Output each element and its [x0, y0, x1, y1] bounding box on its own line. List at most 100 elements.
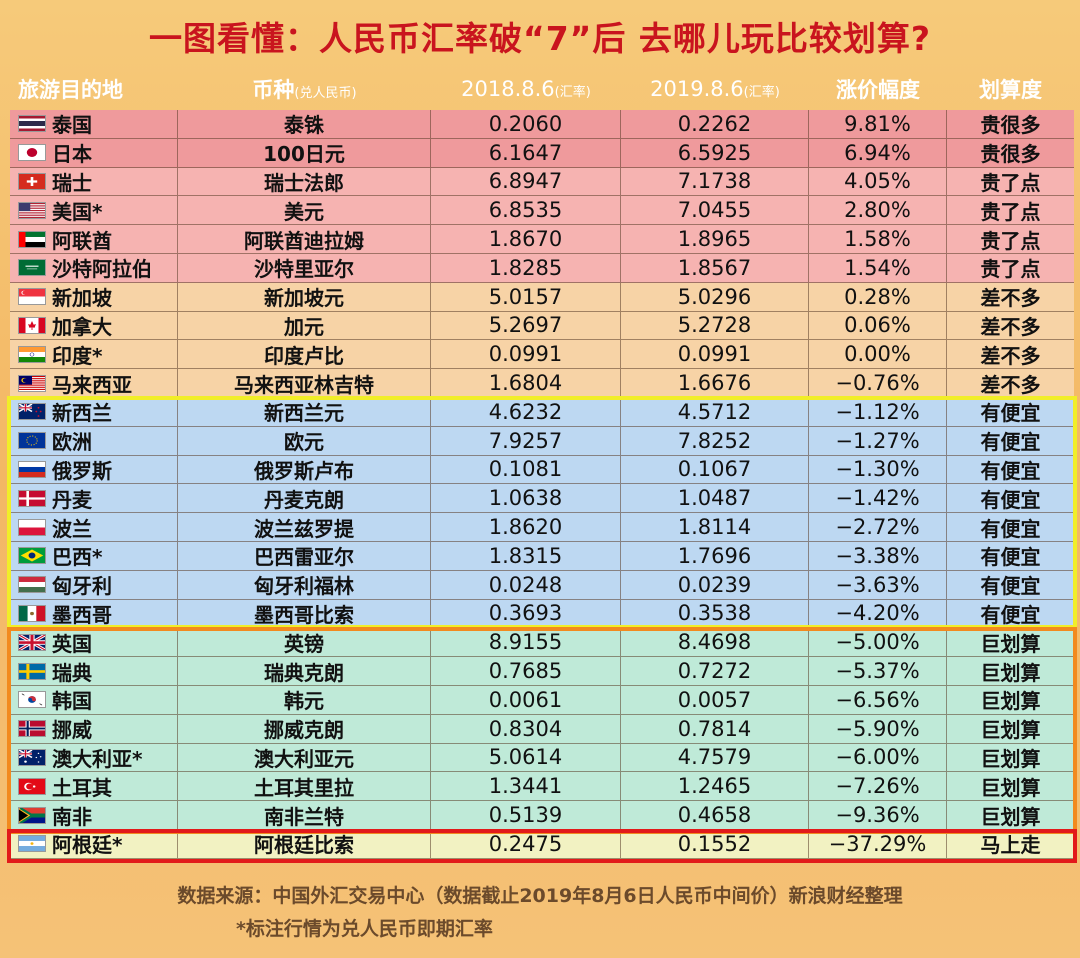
currency-cell: 南非兰特: [178, 801, 431, 829]
russia-flag-icon: [18, 460, 46, 478]
destination-cell: 瑞典: [10, 657, 178, 685]
destination-cell: 沙特阿拉伯: [10, 253, 178, 282]
country-name: 新加坡: [52, 286, 112, 311]
sweden-flag-icon: [18, 662, 46, 680]
saudi-flag-icon: [18, 259, 46, 277]
rate-2019-cell: 6.5925: [621, 138, 809, 167]
rate-2019-cell: 5.2728: [621, 311, 809, 340]
rate-2018-cell: 6.8535: [431, 196, 621, 225]
value-rating-cell: 贵了点: [980, 199, 1041, 224]
currency-cell: 英镑: [178, 628, 431, 657]
page-title: 一图看懂：人民币汇率破“7”后 去哪儿玩比较划算?: [149, 19, 931, 58]
value-rating-cell: 巨划算: [980, 746, 1041, 771]
value-rating-cell: 巨划算: [980, 689, 1041, 714]
destination-cell: 新加坡: [10, 282, 178, 311]
change-cell: −2.72%: [809, 513, 947, 541]
destination-cell: 南非: [10, 801, 178, 829]
change-cell: 1.54%: [809, 253, 947, 282]
currency-cell: 100日元: [178, 138, 431, 167]
rate-2018-cell: 5.0614: [431, 743, 621, 772]
change-cell: 0.28%: [809, 282, 947, 311]
change-cell: −3.63%: [809, 570, 947, 599]
hungary-flag-icon: [18, 576, 46, 594]
rate-2018-cell: 0.2060: [431, 110, 621, 138]
country-name: 沙特阿拉伯: [52, 257, 152, 282]
rate-2019-cell: 5.0296: [621, 282, 809, 311]
rate-2018-cell: 0.0061: [431, 685, 621, 714]
change-cell: 4.05%: [809, 167, 947, 196]
rate-2019-cell: 0.2262: [621, 110, 809, 138]
rate-2019-cell: 1.0487: [621, 484, 809, 513]
change-cell: −5.90%: [809, 714, 947, 743]
value-rating-cell: 有便宜: [980, 545, 1041, 570]
country-name: 韩国: [52, 689, 92, 714]
rate-2019-cell: 1.7696: [621, 541, 809, 570]
rate-2019-cell: 7.1738: [621, 167, 809, 196]
destination-cell: 新西兰: [10, 397, 178, 426]
destination-cell: 匈牙利: [10, 570, 178, 599]
rate-2019-cell: 1.6676: [621, 369, 809, 397]
rate-2019-cell: 4.7579: [621, 743, 809, 772]
value-rating-cell: 差不多: [980, 314, 1041, 339]
country-name: 马来西亚: [52, 372, 132, 397]
country-name: 墨西哥: [52, 602, 112, 627]
rate-2019-cell: 1.8567: [621, 253, 809, 282]
currency-cell: 欧元: [178, 426, 431, 455]
table-row: 日本 100日元 6.1647 6.5925 6.94% 贵很多: [10, 138, 1074, 168]
country-name: 加拿大: [52, 314, 112, 339]
eu-flag-icon: [18, 432, 46, 450]
value-rating-cell: 贵了点: [980, 171, 1041, 195]
argentina-flag-icon: [18, 835, 46, 853]
value-rating-cell: 贵很多: [980, 142, 1041, 167]
korea-flag-icon: [18, 691, 46, 709]
destination-cell: 马来西亚: [10, 369, 178, 397]
table-row: 巴西* 巴西雷亚尔 1.8315 1.7696 −3.38% 有便宜: [10, 541, 1074, 571]
table-row: 欧洲 欧元 7.9257 7.8252 −1.27% 有便宜: [10, 426, 1074, 456]
header-value: 划算度: [979, 78, 1042, 102]
table-row: 阿根廷* 阿根廷比索 0.2475 0.1552 −37.29% 马上走: [10, 829, 1074, 859]
rate-2019-cell: 0.7272: [621, 657, 809, 685]
change-cell: −6.00%: [809, 743, 947, 772]
destination-cell: 澳大利亚*: [10, 743, 178, 772]
rate-2018-cell: 1.8315: [431, 541, 621, 570]
table-row: 澳大利亚* 澳大利亚元 5.0614 4.7579 −6.00% 巨划算: [10, 743, 1074, 773]
rate-2019-cell: 0.7814: [621, 714, 809, 743]
change-cell: −1.27%: [809, 426, 947, 455]
rate-2019-cell: 0.1552: [621, 829, 809, 858]
australia-flag-icon: [18, 748, 46, 766]
rate-2018-cell: 0.7685: [431, 657, 621, 685]
change-cell: 2.80%: [809, 196, 947, 225]
value-rating-cell: 贵很多: [980, 113, 1041, 138]
currency-cell: 新加坡元: [178, 282, 431, 311]
destination-cell: 瑞士: [10, 167, 178, 196]
data-source-note: 数据来源：中国外汇交易中心（数据截止2019年8月6日人民币中间价）新浪财经整理: [177, 885, 903, 907]
rate-2018-cell: 0.5139: [431, 801, 621, 829]
change-cell: −4.20%: [809, 599, 947, 628]
country-name: 印度*: [52, 343, 103, 368]
singapore-flag-icon: [18, 288, 46, 306]
country-name: 挪威: [52, 718, 92, 743]
destination-cell: 泰国: [10, 110, 178, 138]
table-row: 南非 南非兰特 0.5139 0.4658 −9.36% 巨划算: [10, 801, 1074, 830]
header-destination: 旅游目的地: [18, 78, 123, 102]
change-cell: −7.26%: [809, 772, 947, 801]
switzerland-flag-icon: [18, 172, 46, 190]
currency-cell: 丹麦克朗: [178, 484, 431, 513]
table-row: 韩国 韩元 0.0061 0.0057 −6.56% 巨划算: [10, 685, 1074, 715]
rate-2018-cell: 7.9257: [431, 426, 621, 455]
header-date-2019-note: (汇率): [743, 85, 780, 100]
japan-flag-icon: [18, 144, 46, 162]
table-row: 波兰 波兰兹罗提 1.8620 1.8114 −2.72% 有便宜: [10, 513, 1074, 542]
value-rating-cell: 巨划算: [980, 660, 1041, 685]
change-cell: −3.38%: [809, 541, 947, 570]
change-cell: 0.00%: [809, 340, 947, 369]
newzealand-flag-icon: [18, 403, 46, 421]
rate-2019-cell: 0.0239: [621, 570, 809, 599]
country-name: 阿联酋: [52, 228, 112, 253]
currency-cell: 匈牙利福林: [178, 570, 431, 599]
value-rating-cell: 有便宜: [980, 574, 1041, 599]
canada-flag-icon: [18, 316, 46, 334]
header-change: 涨价幅度: [836, 78, 920, 102]
value-rating-cell: 巨划算: [980, 631, 1041, 656]
country-name: 澳大利亚*: [52, 746, 143, 771]
